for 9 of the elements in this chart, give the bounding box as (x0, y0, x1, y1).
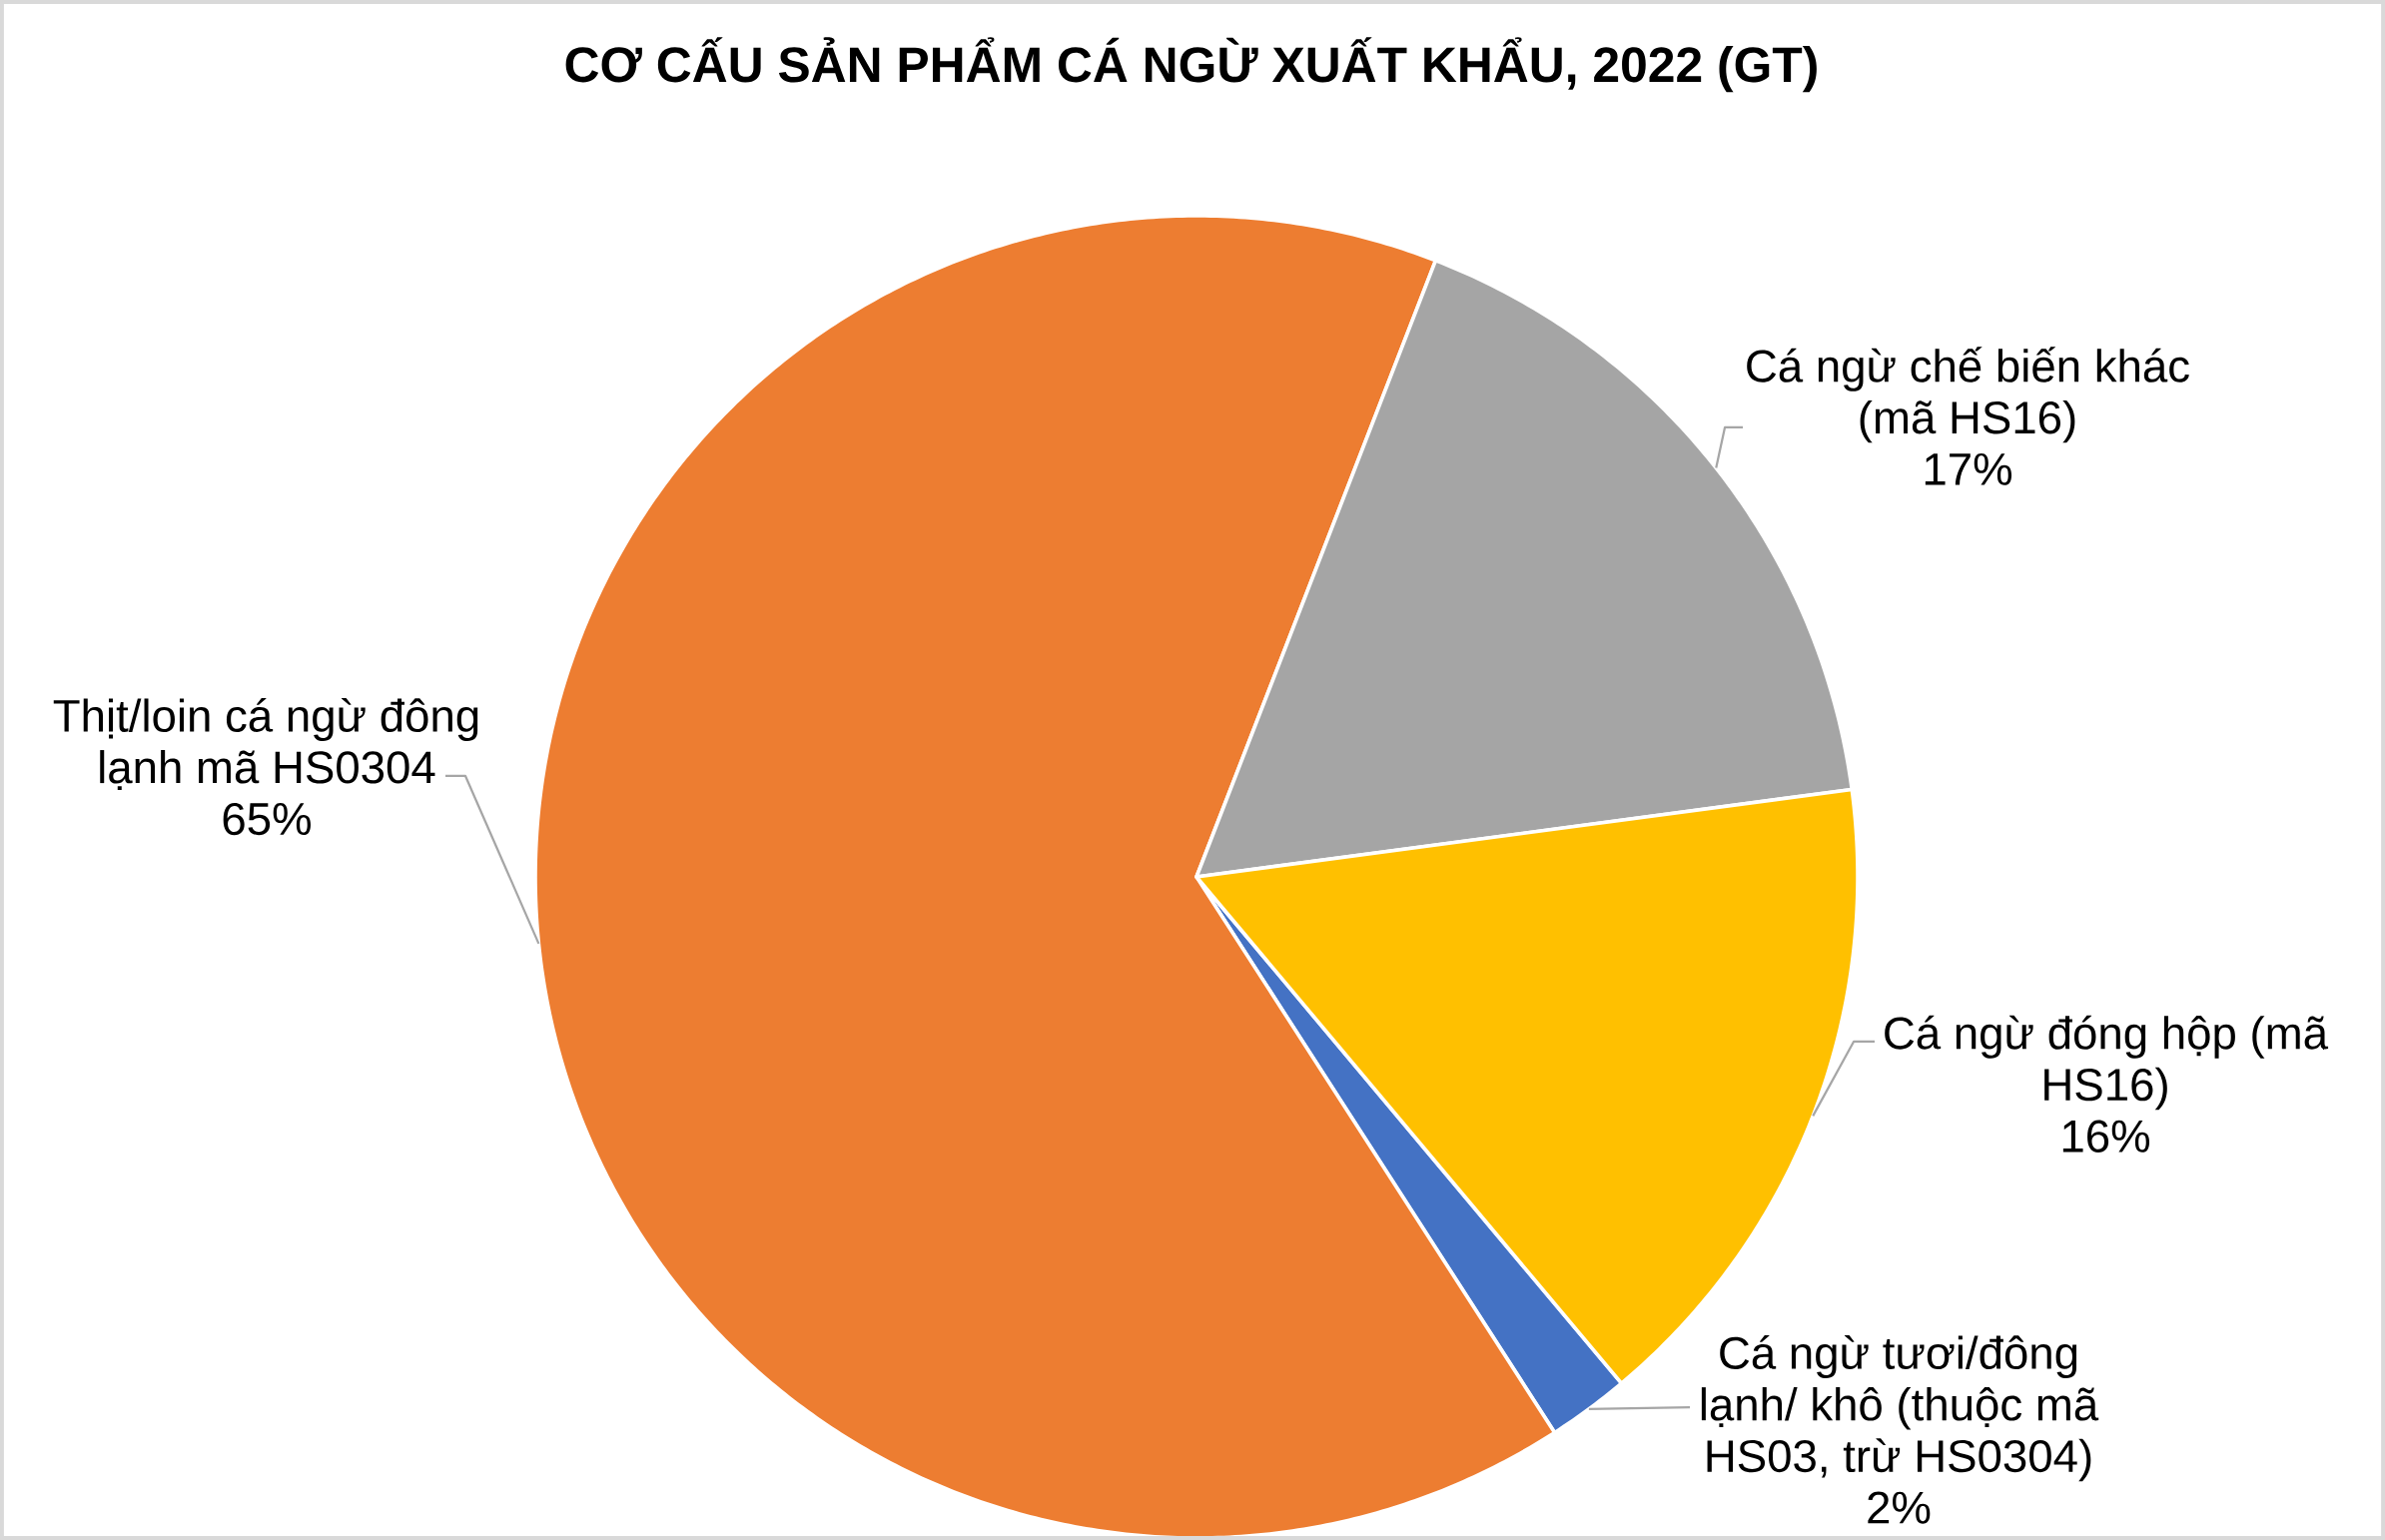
slice-label: Cá ngừ chế biến khác (mã HS16) (1747, 347, 2189, 443)
data-label: 2% (1868, 1491, 1931, 1524)
data-label: 17% (1925, 452, 2012, 485)
data-label: 16% (2062, 1120, 2150, 1153)
slice-label: Thịt/loin cá ngừ đông lạnh mã HS0304 (53, 697, 478, 791)
chart-title: CƠ CẤU SẢN PHẨM CÁ NGỪ XUẤT KHẨU, 2022 (GT) (565, 37, 1817, 93)
slice-label: Cá ngừ đóng hộp (mã HS16) (1885, 1015, 2329, 1111)
slice-label: Cá ngừ tươi/đông lạnh/ khô (thuộc mã HS03, trừ HS0304) (1701, 1334, 2099, 1482)
data-label: 65% (223, 802, 311, 836)
